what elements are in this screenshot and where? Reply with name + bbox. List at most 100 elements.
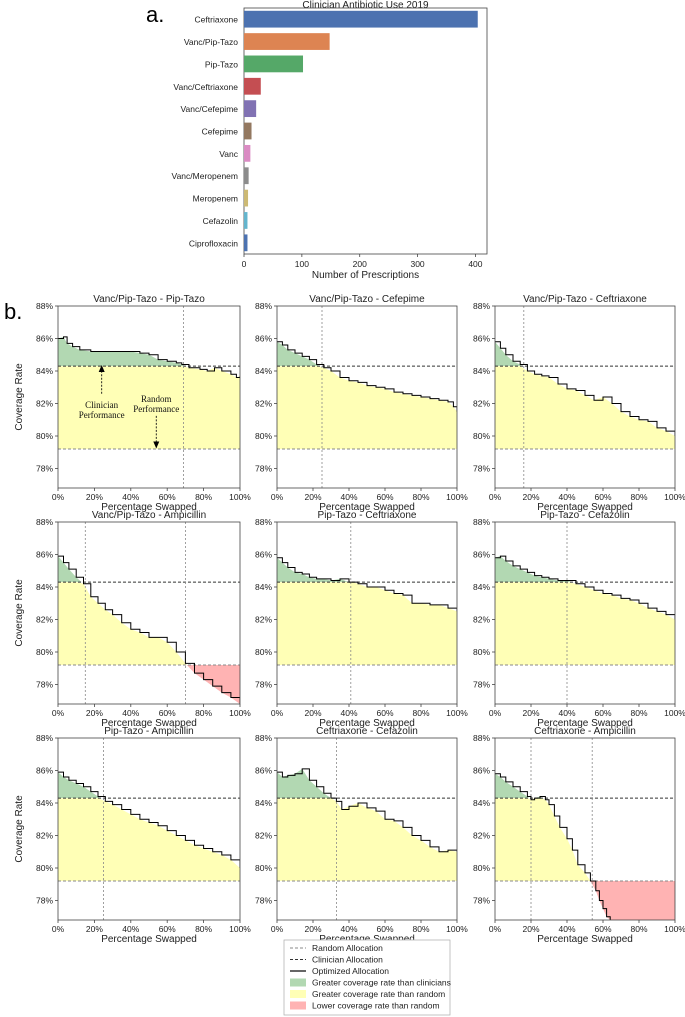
xtick-label: 100%	[446, 924, 468, 934]
ytick-label: 84%	[255, 582, 272, 592]
xlabel: Percentage Swapped	[319, 502, 415, 513]
legend-label: Clinician Allocation	[312, 955, 383, 965]
bar-pip-tazo	[244, 55, 304, 73]
xlabel: Percentage Swapped	[101, 502, 197, 513]
ytick-label: 80%	[36, 863, 53, 873]
xtick-label: 20%	[522, 924, 539, 934]
bar-xlabel: Number of Prescriptions	[312, 270, 419, 281]
chart-title: Pip-Tazo - Ceftriaxone	[318, 510, 417, 521]
bar-chart-title: Clinician Antibiotic Use 2019	[302, 0, 429, 11]
yellow-fill-area	[58, 366, 240, 449]
xtick-label: 80%	[195, 708, 212, 718]
plot-area	[277, 738, 457, 920]
xtick-label: 0%	[489, 924, 502, 934]
xtick-label: 100%	[446, 492, 468, 502]
xtick-label: 80%	[412, 924, 429, 934]
panel-b-letter: b.	[4, 299, 22, 324]
bar-label-ceftriaxone: Ceftriaxone	[195, 15, 239, 25]
bar-vanc-ceftriaxone	[244, 77, 261, 95]
chart-title: Vanc/Pip-Tazo - Cefepime	[309, 294, 425, 305]
legend-label: Lower coverage rate than random	[312, 1001, 440, 1011]
optimized-line	[495, 341, 675, 436]
coverage-chart-vanc-pip-tazo-cefepime: Vanc/Pip-Tazo - Cefepime 78% 80% 82% 84% 86% 8…	[255, 294, 468, 513]
ytick-label: 84%	[473, 582, 490, 592]
xtick-label: 60%	[594, 492, 611, 502]
yellow-fill-area	[277, 582, 457, 665]
xtick-label: 40%	[340, 492, 357, 502]
ytick-label: 86%	[255, 334, 272, 344]
random-annotation-1: Random	[141, 394, 172, 404]
ytick-label: 78%	[473, 680, 490, 690]
bar-vanc-meropenem	[244, 167, 249, 185]
ytick-label: 84%	[473, 798, 490, 808]
ytick-label: 84%	[473, 366, 490, 376]
xtick-label: 0%	[52, 492, 65, 502]
ytick-label: 82%	[255, 399, 272, 409]
coverage-chart-vanc-pip-tazo-ampicillin: Vanc/Pip-Tazo - Ampicillin 78% 80% 82% 84% 86…	[14, 510, 251, 729]
ytick-label: 82%	[36, 399, 53, 409]
red-fill-area	[495, 881, 675, 920]
plot-area	[495, 306, 675, 488]
xtick-label: 100%	[664, 708, 685, 718]
green-fill-area	[495, 341, 675, 367]
optimized-line	[495, 773, 611, 920]
legend: Random Allocation Clinician AllocationOpt…	[283, 939, 451, 1016]
xlabel: Percentage Swapped	[537, 718, 633, 729]
chart-title: Vanc/Pip-Tazo - Pip-Tazo	[93, 294, 205, 305]
ytick-label: 78%	[36, 464, 53, 474]
ytick-label: 86%	[473, 334, 490, 344]
ytick-label: 84%	[255, 366, 272, 376]
optimized-line	[277, 768, 457, 853]
random-arrow-head	[153, 441, 160, 449]
ytick-label: 80%	[473, 431, 490, 441]
xtick-label: 20%	[304, 708, 321, 718]
green-fill-area	[495, 556, 675, 583]
ytick-label: 78%	[36, 680, 53, 690]
xtick-label: 80%	[412, 708, 429, 718]
plot-area	[277, 306, 457, 488]
plot-frame	[57, 737, 241, 921]
ylabel: Coverage Rate	[14, 579, 25, 647]
ylabel: Coverage Rate	[14, 363, 25, 431]
xtick-label: 100%	[229, 708, 251, 718]
ytick-label: 84%	[36, 582, 53, 592]
xtick-label: 80%	[630, 708, 647, 718]
plot-frame	[494, 305, 676, 489]
bar-vanc-pip-tazo	[244, 33, 330, 50]
ytick-label: 82%	[473, 831, 490, 841]
legend-label: Optimized Allocation	[312, 966, 389, 976]
xtick-label: 0%	[489, 492, 502, 502]
bar-xtick-label: 100	[295, 259, 309, 269]
yellow-fill-area	[495, 582, 675, 665]
ytick-label: 78%	[255, 464, 272, 474]
ytick-label: 88%	[255, 733, 272, 743]
xtick-label: 60%	[159, 924, 176, 934]
ytick-label: 88%	[36, 517, 53, 527]
coverage-chart-pip-tazo-ampicillin: Pip-Tazo - Ampicillin 78% 80% 82% 84% 86% 88% 0…	[14, 726, 251, 945]
bar-vanc	[244, 144, 251, 162]
ytick-label: 84%	[36, 366, 53, 376]
xtick-label: 100%	[664, 924, 685, 934]
ytick-label: 86%	[255, 550, 272, 560]
ytick-label: 82%	[36, 831, 53, 841]
bar-label-ciprofloxacin: Ciprofloxacin	[189, 238, 238, 248]
ytick-label: 80%	[255, 863, 272, 873]
xlabel: Percentage Swapped	[319, 934, 415, 945]
bar-ceftriaxone	[244, 10, 478, 28]
xtick-label: 40%	[558, 492, 575, 502]
chart-title: Ceftriaxone - Cefazolin	[316, 726, 418, 737]
bar-vanc-cefepime	[244, 100, 257, 118]
plot-frame	[276, 521, 458, 705]
xtick-label: 0%	[489, 708, 502, 718]
ytick-label: 82%	[473, 399, 490, 409]
xtick-label: 80%	[195, 924, 212, 934]
ytick-label: 82%	[255, 615, 272, 625]
red-fill-area	[58, 665, 240, 704]
xtick-label: 20%	[522, 492, 539, 502]
optimized-line	[277, 341, 457, 412]
yellow-fill-area	[495, 798, 611, 881]
xtick-label: 0%	[271, 708, 284, 718]
yellow-fill-area	[277, 798, 457, 881]
xtick-label: 60%	[159, 492, 176, 502]
legend-label: Greater coverage rate than random	[312, 989, 445, 999]
